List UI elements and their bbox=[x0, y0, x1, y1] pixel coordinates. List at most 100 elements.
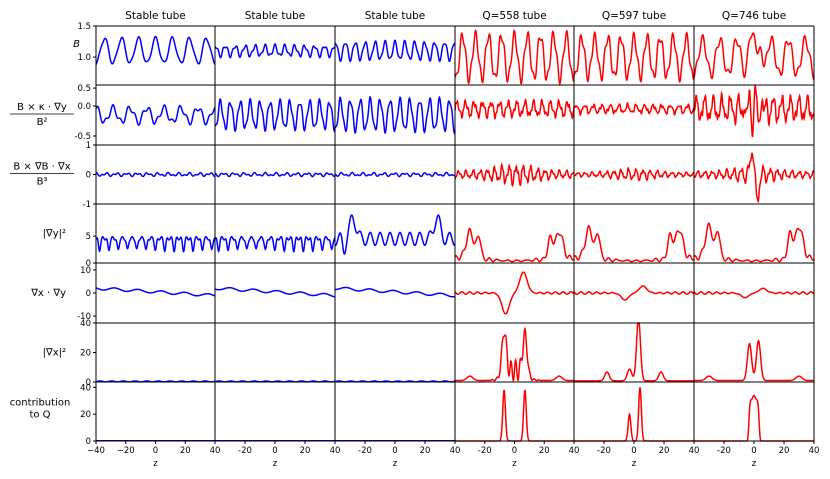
panel bbox=[694, 339, 814, 382]
series-line bbox=[334, 39, 456, 63]
xtick-label: 40 bbox=[689, 446, 700, 456]
panel bbox=[455, 389, 574, 442]
xtick-label: -20 bbox=[717, 446, 731, 456]
series-line bbox=[693, 85, 815, 138]
series-line bbox=[455, 326, 574, 383]
xtick-label: 20 bbox=[539, 446, 550, 456]
panel bbox=[573, 285, 695, 301]
xtick-label: 40 bbox=[569, 446, 580, 456]
series-line bbox=[95, 103, 216, 126]
panel bbox=[693, 85, 815, 138]
panel bbox=[214, 43, 336, 59]
xtick-label: 40 bbox=[210, 446, 221, 456]
row-label-text: ∇x · ∇y bbox=[30, 288, 66, 299]
x-axis-label: z bbox=[393, 459, 398, 469]
row-label-text: B bbox=[73, 39, 80, 50]
series-line bbox=[214, 235, 336, 253]
row-label-line2: to Q bbox=[29, 410, 50, 421]
panel bbox=[334, 214, 456, 255]
ytick-label: 5 bbox=[86, 232, 91, 242]
xtick-label: 40 bbox=[330, 446, 341, 456]
panel bbox=[573, 101, 695, 117]
x-axis-label: z bbox=[273, 459, 278, 469]
row-label-line1: contribution bbox=[10, 398, 71, 409]
panel bbox=[693, 152, 815, 204]
x-axis-label: z bbox=[752, 459, 757, 469]
ytick-label: 40 bbox=[80, 319, 91, 329]
series-line bbox=[454, 227, 575, 263]
xtick-label: -20 bbox=[358, 446, 372, 456]
series-line bbox=[573, 30, 695, 83]
ytick-label: -1 bbox=[83, 200, 91, 210]
series-line bbox=[693, 152, 815, 204]
panel bbox=[214, 97, 336, 133]
series-line bbox=[95, 235, 216, 253]
column-title: Q=746 tube bbox=[722, 10, 786, 22]
panel bbox=[573, 30, 695, 83]
ytick-label: 20 bbox=[80, 349, 91, 359]
panel bbox=[454, 98, 575, 121]
ytick-label: 0 bbox=[86, 289, 91, 299]
panel bbox=[573, 166, 695, 182]
row-label: B × ∇B · ∇x B³ bbox=[10, 162, 74, 188]
ytick-label: 1 bbox=[86, 141, 91, 151]
xtick-label: 40 bbox=[450, 446, 461, 456]
xtick-label: -20 bbox=[597, 446, 611, 456]
row-label-denominator: B³ bbox=[37, 177, 48, 188]
series-line bbox=[573, 225, 695, 263]
xtick-label: 0 bbox=[272, 446, 277, 456]
panel bbox=[214, 171, 336, 178]
ytick-label: -10 bbox=[77, 312, 91, 322]
ytick-label: 20 bbox=[80, 410, 91, 420]
xtick-label: 0 bbox=[153, 446, 158, 456]
xtick-label: 40 bbox=[809, 446, 820, 456]
row-label: |∇y|² bbox=[43, 229, 66, 240]
ytick-label: 0 bbox=[86, 437, 91, 447]
panel bbox=[454, 29, 575, 85]
panel bbox=[455, 326, 574, 383]
xtick-label: 20 bbox=[779, 446, 790, 456]
ytick-label: -0.5 bbox=[74, 132, 91, 142]
column-title: Stable tube bbox=[365, 10, 426, 22]
series-line bbox=[455, 389, 574, 442]
x-axis-label: z bbox=[512, 459, 517, 469]
xtick-label: -20 bbox=[478, 446, 492, 456]
xtick-label: 20 bbox=[180, 446, 191, 456]
row-label-numerator: B × κ · ∇y bbox=[17, 102, 67, 113]
xtick-label: 20 bbox=[420, 446, 431, 456]
column-title: Q=558 tube bbox=[482, 10, 546, 22]
panel bbox=[334, 171, 456, 178]
panel bbox=[573, 225, 695, 263]
panel bbox=[95, 171, 216, 178]
xtick-label: 0 bbox=[631, 446, 636, 456]
xtick-label: 0 bbox=[751, 446, 756, 456]
series-line bbox=[694, 339, 814, 382]
series-line bbox=[95, 35, 216, 65]
row-label: B bbox=[73, 39, 80, 50]
xtick-label: 20 bbox=[659, 446, 670, 456]
series-line bbox=[454, 29, 575, 85]
xtick-label: −20 bbox=[117, 446, 135, 456]
panel bbox=[334, 286, 456, 298]
panel bbox=[334, 39, 456, 63]
xtick-label: 0 bbox=[512, 446, 517, 456]
row-label: ∇x · ∇y bbox=[30, 288, 66, 299]
column-title: Q=597 tube bbox=[602, 10, 666, 22]
row-label-numerator: B × ∇B · ∇x bbox=[13, 162, 70, 173]
row-label: |∇x|² bbox=[43, 348, 66, 359]
panel bbox=[334, 95, 456, 135]
series-line bbox=[334, 286, 456, 298]
panel bbox=[95, 103, 216, 126]
series-line bbox=[334, 95, 456, 135]
panel bbox=[693, 32, 815, 81]
series-line bbox=[214, 286, 336, 298]
series-line bbox=[334, 214, 456, 255]
series-line bbox=[214, 43, 336, 59]
ytick-label: 10 bbox=[80, 266, 91, 276]
ytick-label: 0 bbox=[86, 171, 91, 181]
series-line bbox=[454, 98, 575, 121]
panel bbox=[693, 222, 815, 263]
ytick-label: 0 bbox=[86, 259, 91, 269]
